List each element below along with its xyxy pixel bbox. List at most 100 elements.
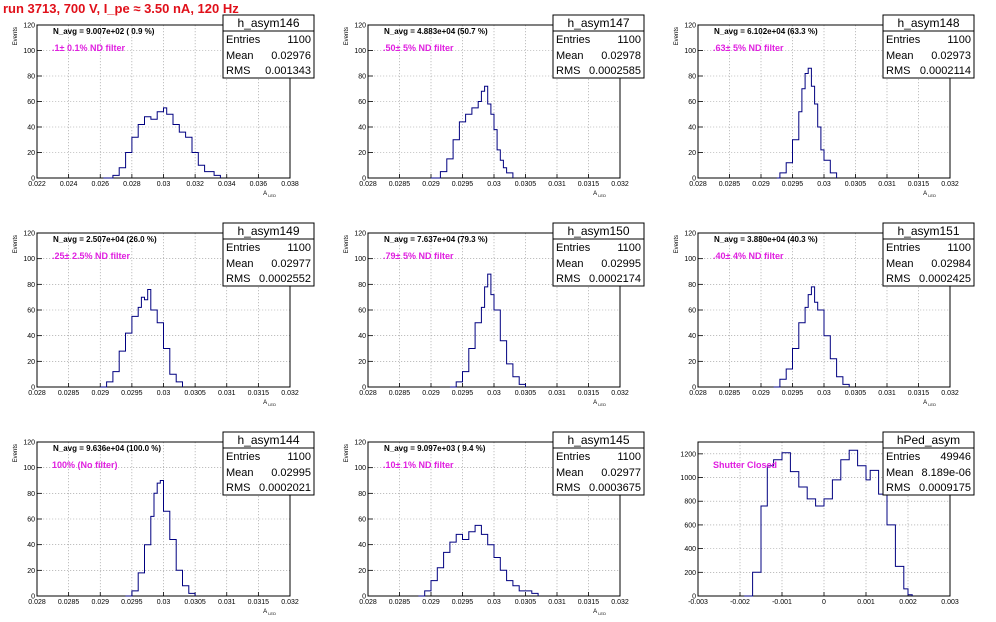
y-tick-label: 40 xyxy=(358,333,366,340)
stats-rms-label: RMS xyxy=(226,482,250,494)
stats-entries-label: Entries xyxy=(226,34,261,46)
x-tick-label: 0.0295 xyxy=(782,181,804,188)
x-tick-label: -0.003 xyxy=(688,599,708,606)
x-tick-label: 0.003 xyxy=(941,599,959,606)
y-tick-label: 20 xyxy=(358,359,366,366)
stats-rms-value: 0.0002114 xyxy=(920,65,971,77)
x-tick-label: 0 xyxy=(822,599,826,606)
x-tick-label: -0.001 xyxy=(772,599,792,606)
y-tick-label: 0 xyxy=(692,385,696,392)
y-tick-label: 60 xyxy=(688,308,696,315)
y-axis-label: Events xyxy=(674,27,680,45)
stats-entries-label: Entries xyxy=(886,34,921,46)
stats-box: h_asym147 Entries 1100 Mean 0.02978 RMS 0.0002… xyxy=(552,14,645,79)
histogram-panel-h_asym147: 0.028 0.0285 0.029 0.0295 0.03 0.0305 0.031 0.0… xyxy=(344,14,645,198)
filter-label: .63± 5% ND filter xyxy=(713,43,784,53)
y-tick-label: 40 xyxy=(358,125,366,132)
x-tick-label: 0.03 xyxy=(157,390,171,397)
y-tick-label: 100 xyxy=(23,256,35,263)
y-tick-label: 120 xyxy=(23,23,35,30)
stats-title: h_asym144 xyxy=(237,433,299,447)
stats-mean-label: Mean xyxy=(886,467,914,479)
y-tick-label: 80 xyxy=(358,74,366,81)
x-tick-label: 0.0315 xyxy=(248,390,270,397)
x-tick-label: 0.022 xyxy=(28,181,46,188)
stats-rms-label: RMS xyxy=(886,482,910,494)
x-tick-label: 0.0305 xyxy=(845,181,867,188)
histogram-panel-h_asym149: 0.028 0.0285 0.029 0.0295 0.03 0.0305 0.031 0.0… xyxy=(13,222,315,407)
y-axis-label: Events xyxy=(344,444,350,462)
y-tick-label: 600 xyxy=(684,522,696,529)
stats-mean-value: 0.02978 xyxy=(601,50,641,62)
stats-rms-label: RMS xyxy=(556,273,580,285)
navg-label: N_avg = 2.507e+04 (26.0 %) xyxy=(53,235,157,244)
navg-label: N_avg = 4.883e+04 (50.7 %) xyxy=(384,27,488,36)
x-tick-label: 0.032 xyxy=(186,181,204,188)
x-tick-label: 0.0305 xyxy=(184,599,206,606)
stats-mean-value: 0.02995 xyxy=(271,467,311,479)
filter-label: 100% (No filter) xyxy=(52,460,118,470)
y-tick-label: 120 xyxy=(23,231,35,238)
y-tick-label: 40 xyxy=(27,333,35,340)
stats-rms-value: 0.0003675 xyxy=(589,482,641,494)
y-tick-label: 20 xyxy=(27,568,35,575)
x-tick-label: 0.029 xyxy=(752,390,770,397)
x-tick-label: 0.0285 xyxy=(58,599,80,606)
stats-entries-value: 1100 xyxy=(947,34,971,46)
y-tick-label: 100 xyxy=(354,48,366,55)
stats-entries-label: Entries xyxy=(226,242,261,254)
x-tick-label: 0.032 xyxy=(941,390,959,397)
x-tick-label: 0.034 xyxy=(218,181,236,188)
stats-rms-value: 0.001343 xyxy=(265,65,311,77)
y-tick-label: 0 xyxy=(692,594,696,601)
x-tick-label: 0.032 xyxy=(611,181,629,188)
x-axis-label: A LED xyxy=(593,191,606,198)
y-tick-label: 20 xyxy=(358,568,366,575)
y-tick-label: 400 xyxy=(684,546,696,553)
y-tick-label: 20 xyxy=(688,150,696,157)
stats-entries-value: 1100 xyxy=(617,451,641,463)
x-tick-label: 0.002 xyxy=(899,599,917,606)
y-tick-label: 80 xyxy=(27,491,35,498)
stats-box: h_asym145 Entries 1100 Mean 0.02977 RMS 0.0003… xyxy=(552,431,645,496)
stats-mean-label: Mean xyxy=(556,50,584,62)
y-tick-label: 80 xyxy=(688,74,696,81)
y-tick-label: 800 xyxy=(684,499,696,506)
y-tick-label: 40 xyxy=(358,542,366,549)
x-tick-label: 0.0295 xyxy=(121,599,143,606)
navg-label: N_avg = 9.636e+04 (100.0 %) xyxy=(53,444,161,453)
y-tick-label: 20 xyxy=(688,359,696,366)
stats-title: h_asym146 xyxy=(237,16,299,30)
x-tick-label: 0.0315 xyxy=(908,390,930,397)
histogram-panel-h_asym146: 0.022 0.024 0.026 0.028 0.03 0.032 0.034 0.036 0… xyxy=(13,14,315,198)
navg-label: N_avg = 3.880e+04 (40.3 %) xyxy=(714,235,818,244)
y-tick-label: 60 xyxy=(358,308,366,315)
x-tick-label: 0.032 xyxy=(281,599,299,606)
y-axis-label: Events xyxy=(674,235,680,253)
y-tick-label: 60 xyxy=(27,517,35,524)
stats-title: h_asym151 xyxy=(897,224,959,238)
stats-mean-value: 0.02973 xyxy=(931,50,971,62)
x-tick-label: 0.0305 xyxy=(184,390,206,397)
histogram-panel-h_asym151: 0.028 0.0285 0.029 0.0295 0.03 0.0305 0.031 0.0… xyxy=(674,222,975,407)
x-tick-label: 0.0305 xyxy=(515,181,537,188)
x-axis-label: A LED xyxy=(923,400,936,407)
y-axis-label: Events xyxy=(344,235,350,253)
x-tick-label: 0.0285 xyxy=(719,390,741,397)
histogram-panel-hPed_asym: -0.003 -0.002 -0.001 0 0.001 0.002 0.003 0 200 40… xyxy=(680,431,975,606)
x-tick-label: 0.029 xyxy=(752,181,770,188)
y-tick-label: 60 xyxy=(688,99,696,106)
y-tick-label: 40 xyxy=(27,125,35,132)
y-axis-label: Events xyxy=(344,27,350,45)
stats-title: h_asym149 xyxy=(237,224,299,238)
stats-entries-value: 1100 xyxy=(287,34,311,46)
stats-mean-label: Mean xyxy=(556,467,584,479)
stats-box-frame xyxy=(222,222,315,287)
stats-rms-value: 0.0009175 xyxy=(919,482,971,494)
histogram-line xyxy=(103,107,221,179)
x-tick-label: 0.024 xyxy=(60,181,78,188)
filter-label: .79± 5% ND filter xyxy=(383,251,454,261)
navg-label: N_avg = 9.097e+03 ( 9.4 %) xyxy=(384,444,486,453)
x-tick-label: 0.031 xyxy=(218,390,236,397)
stats-box-frame xyxy=(882,431,975,496)
